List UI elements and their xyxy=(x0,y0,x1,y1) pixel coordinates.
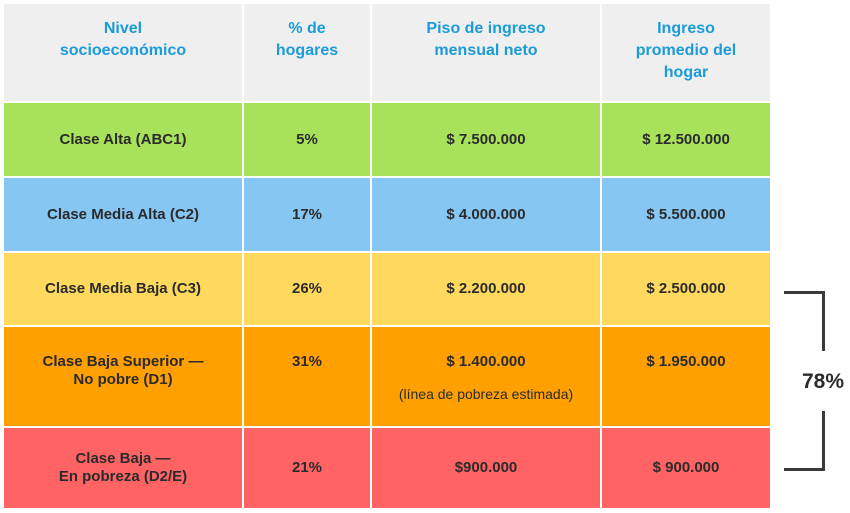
row-d2e-piso: $900.000 xyxy=(372,428,600,508)
row-d2e-promedio: $ 900.000 xyxy=(602,428,770,508)
row-d2e-hogares: 21% xyxy=(244,428,370,508)
row-c2-promedio: $ 5.500.000 xyxy=(602,178,770,251)
row-c3-promedio: $ 2.500.000 xyxy=(602,253,770,325)
bracket-percent-label: 78% xyxy=(802,370,845,393)
row-abc1-nivel: Clase Alta (ABC1) xyxy=(4,103,242,176)
row-c2-hogares: 17% xyxy=(244,178,370,251)
row-d1-promedio: $ 1.950.000 xyxy=(602,327,770,426)
row-c3-nivel: Clase Media Baja (C3) xyxy=(4,253,242,325)
header-promedio: Ingreso promedio del hogar xyxy=(602,4,770,101)
income-table: Nivel socioeconómico % de hogares Piso d… xyxy=(4,4,770,508)
row-c2-piso: $ 4.000.000 xyxy=(372,178,600,251)
row-abc1-piso: $ 7.500.000 xyxy=(372,103,600,176)
row-c3-piso: $ 2.200.000 xyxy=(372,253,600,325)
header-nivel: Nivel socioeconómico xyxy=(4,4,242,101)
bracket-lower-line xyxy=(822,411,825,471)
header-hogares: % de hogares xyxy=(244,4,370,101)
row-c3-hogares: 26% xyxy=(244,253,370,325)
header-piso: Piso de ingreso mensual neto xyxy=(372,4,600,101)
row-c2-nivel: Clase Media Alta (C2) xyxy=(4,178,242,251)
row-abc1-hogares: 5% xyxy=(244,103,370,176)
bracket-bottom-line xyxy=(784,468,824,471)
row-d1-hogares: 31% xyxy=(244,327,370,426)
row-d1-nivel: Clase Baja Superior — No pobre (D1) xyxy=(4,327,242,426)
bracket-top-line xyxy=(784,291,824,294)
row-abc1-promedio: $ 12.500.000 xyxy=(602,103,770,176)
row-d2e-nivel: Clase Baja — En pobreza (D2/E) xyxy=(4,428,242,508)
row-d1-piso: $ 1.400.000 xyxy=(446,353,526,370)
bracket-upper-line xyxy=(822,291,825,351)
row-d1-piso-note: (línea de pobreza estimada) xyxy=(398,386,574,402)
row-d1-piso-cell: $ 1.400.000 (línea de pobreza estimada) xyxy=(372,327,600,426)
bracket-78 xyxy=(784,291,826,471)
